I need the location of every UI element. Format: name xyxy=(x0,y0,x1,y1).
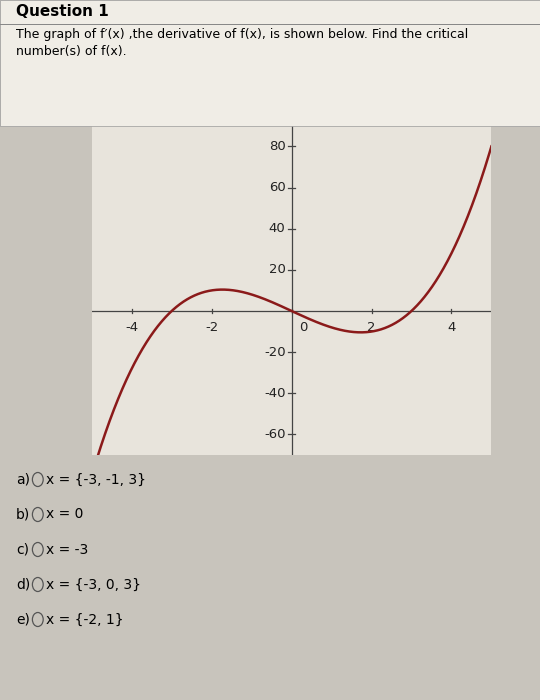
Text: 40: 40 xyxy=(269,222,286,235)
Text: b): b) xyxy=(16,508,30,522)
Text: x = -3: x = -3 xyxy=(46,542,88,556)
Text: The graph of f′(x) ,the derivative of f(x), is shown below. Find the critical: The graph of f′(x) ,the derivative of f(… xyxy=(16,28,469,41)
Text: -40: -40 xyxy=(264,387,286,400)
Text: Question 1: Question 1 xyxy=(16,4,109,18)
Text: 60: 60 xyxy=(269,181,286,194)
Text: x = {-3, -1, 3}: x = {-3, -1, 3} xyxy=(46,473,146,486)
Text: number(s) of f(x).: number(s) of f(x). xyxy=(16,46,127,59)
Text: x = {-3, 0, 3}: x = {-3, 0, 3} xyxy=(46,578,141,592)
Text: 0: 0 xyxy=(300,321,308,335)
Text: -4: -4 xyxy=(125,321,138,335)
Text: e): e) xyxy=(16,612,30,626)
Text: -60: -60 xyxy=(264,428,286,441)
Text: -20: -20 xyxy=(264,346,286,358)
Text: 80: 80 xyxy=(269,140,286,153)
Text: 20: 20 xyxy=(269,263,286,276)
Text: x = {-2, 1}: x = {-2, 1} xyxy=(46,612,124,626)
Text: d): d) xyxy=(16,578,30,592)
Text: x = 0: x = 0 xyxy=(46,508,83,522)
Text: 4: 4 xyxy=(447,321,456,335)
Text: 2: 2 xyxy=(367,321,376,335)
Text: a): a) xyxy=(16,473,30,486)
Text: c): c) xyxy=(16,542,29,556)
Text: -2: -2 xyxy=(205,321,218,335)
